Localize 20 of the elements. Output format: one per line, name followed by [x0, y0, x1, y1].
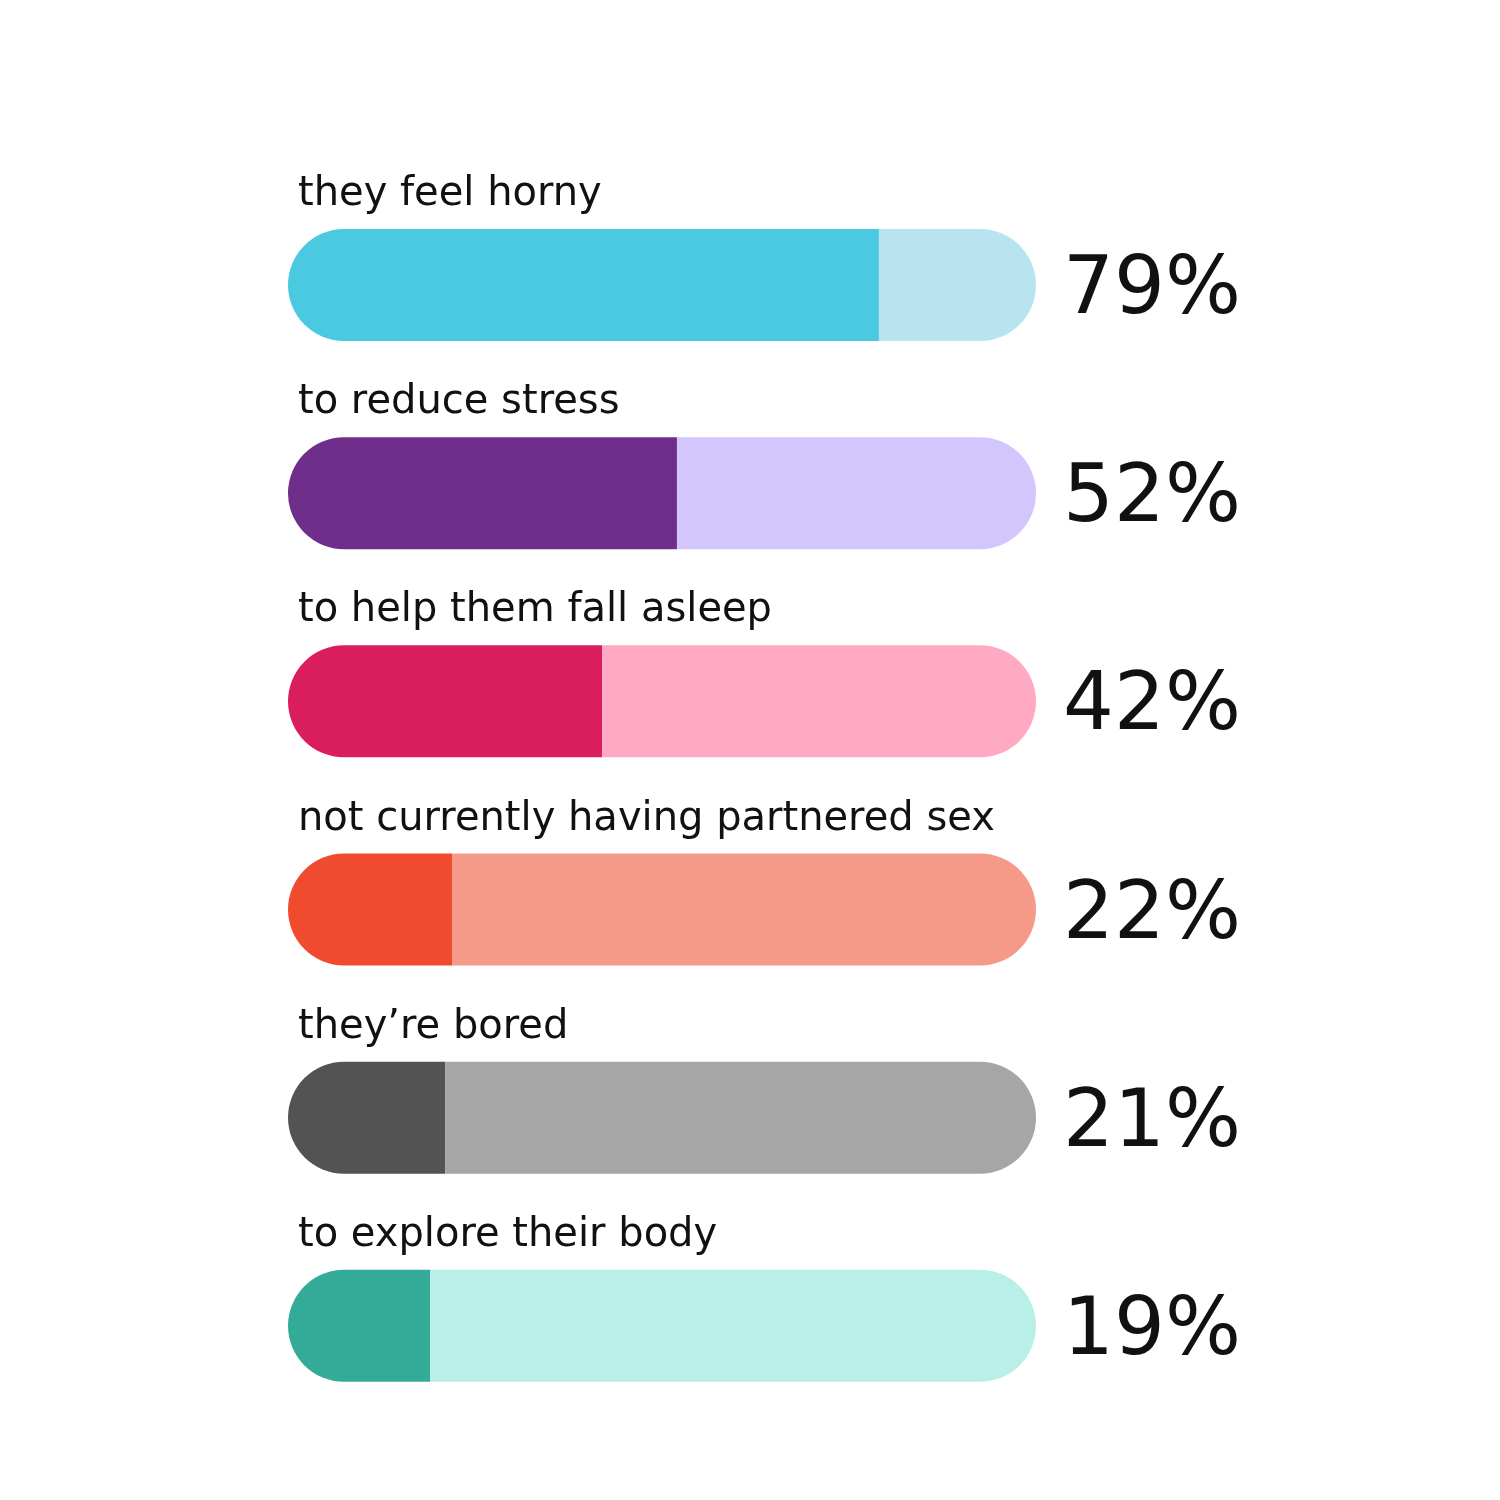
- y-tick-label: they’re bored: [298, 1000, 569, 1047]
- y-tick-label: to reduce stress: [298, 376, 620, 423]
- data-label: 79%: [1063, 239, 1241, 332]
- data-label: 42%: [1063, 655, 1241, 749]
- data-label: 22%: [1063, 863, 1241, 957]
- bar: [445, 1061, 1036, 1174]
- bar: [288, 437, 677, 550]
- data-label: 19%: [1063, 1279, 1241, 1373]
- data-label: 52%: [1063, 447, 1241, 541]
- bar: [430, 1269, 1036, 1382]
- bar: [452, 853, 1036, 966]
- bar: [676, 437, 1036, 550]
- y-tick-label: they feel horny: [298, 168, 602, 214]
- bar: [602, 645, 1036, 758]
- y-tick-label: to explore their body: [298, 1208, 718, 1255]
- data-label: 21%: [1063, 1071, 1241, 1165]
- bar: [288, 229, 879, 341]
- y-tick-label: to help them fall asleep: [298, 584, 772, 631]
- bar: [288, 645, 603, 758]
- y-tick-label: not currently having partnered sex: [298, 792, 995, 839]
